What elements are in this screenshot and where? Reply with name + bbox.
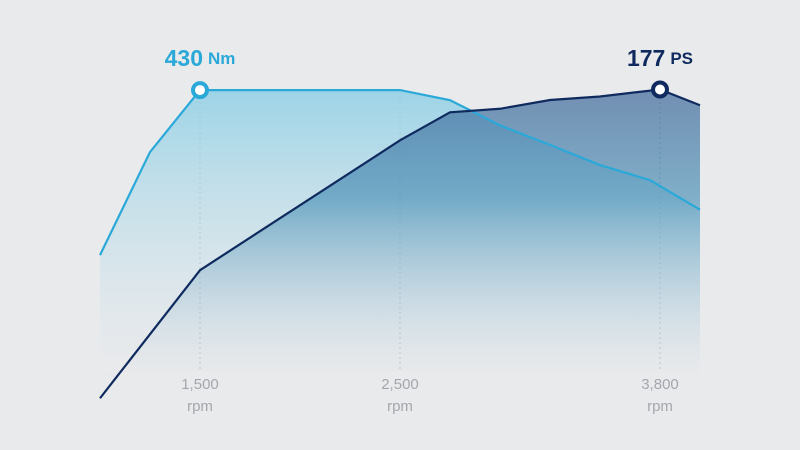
line	[99, 88, 701, 399]
area	[100, 89, 700, 399]
x-unit-label: rpm	[647, 398, 673, 415]
line	[99, 88, 701, 256]
peak-value: 430	[165, 45, 203, 71]
x-unit-label: rpm	[187, 398, 213, 415]
peak-marker	[191, 81, 209, 100]
x-tick-label: 2,500	[381, 376, 419, 393]
peak-value: 177	[627, 45, 665, 71]
peak-marker	[651, 80, 669, 99]
x-unit-label: rpm	[387, 398, 413, 415]
x-tick-label: 1,500	[181, 376, 219, 393]
peak-unit: Nm	[208, 49, 235, 68]
peak-unit: PS	[670, 49, 693, 68]
peak-label: 177 PS	[627, 45, 693, 71]
peak-label: 430 Nm	[165, 45, 236, 71]
x-tick-label: 3,800	[641, 376, 679, 393]
